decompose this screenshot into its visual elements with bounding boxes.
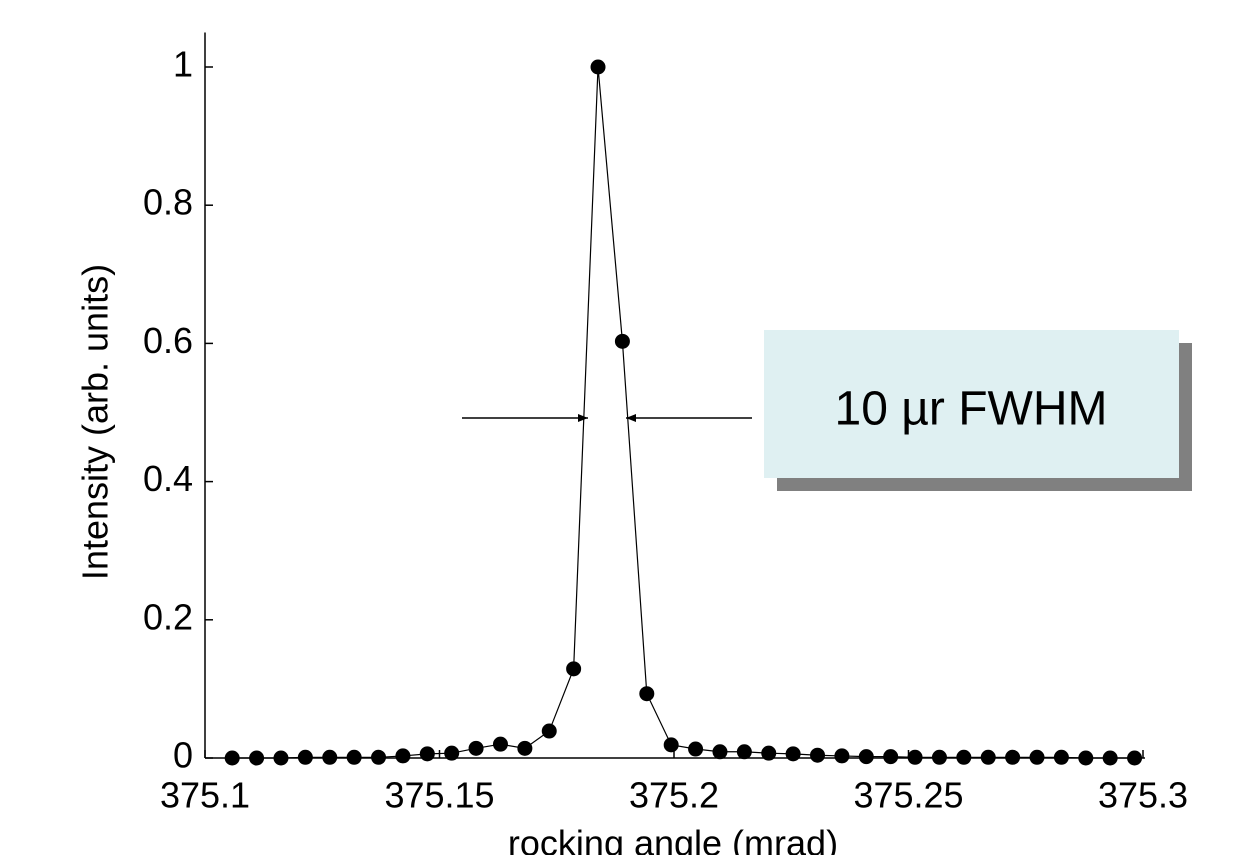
data-point (858, 749, 874, 765)
data-point (590, 59, 606, 75)
data-point (297, 749, 313, 765)
data-point (541, 723, 557, 739)
data-point (834, 748, 850, 764)
data-point (444, 745, 460, 761)
data-point (273, 750, 289, 766)
x-tick-label: 375.15 (384, 775, 494, 816)
x-axis-label: rocking angle (mrad) (508, 823, 838, 855)
data-point (810, 747, 826, 763)
annotation: 10 µr FWHM (835, 383, 1108, 436)
data-point (492, 736, 508, 752)
data-point (907, 749, 923, 765)
annotation-box (764, 330, 1179, 478)
x-tick-label: 375.1 (160, 775, 250, 816)
data-point (1005, 749, 1021, 765)
data-point (761, 745, 777, 761)
data-point (736, 744, 752, 760)
x-tick-label: 375.2 (629, 775, 719, 816)
y-tick-label: 0.4 (143, 458, 193, 499)
data-point (249, 750, 265, 766)
data-point (224, 750, 240, 766)
data-point (468, 740, 484, 756)
data-point (395, 748, 411, 764)
data-point (785, 746, 801, 762)
data-point (688, 741, 704, 757)
data-point (639, 686, 655, 702)
x-tick-label: 375.3 (1098, 775, 1188, 816)
y-tick-label: 0.6 (143, 320, 193, 361)
data-point (931, 749, 947, 765)
y-axis-label: Intensity (arb. units) (75, 264, 116, 580)
data-point (419, 746, 435, 762)
x-tick-label: 375.25 (853, 775, 963, 816)
y-tick-label: 0.2 (143, 596, 193, 637)
data-point (663, 737, 679, 753)
data-point (956, 749, 972, 765)
data-point (883, 749, 899, 765)
y-tick-label: 1 (173, 44, 193, 85)
y-tick-label: 0 (173, 735, 193, 776)
data-point (1127, 750, 1143, 766)
data-point (371, 749, 387, 765)
data-point (614, 333, 630, 349)
data-point (1029, 749, 1045, 765)
data-point (566, 661, 582, 677)
data-point (322, 749, 338, 765)
data-point (712, 744, 728, 760)
data-point (346, 749, 362, 765)
data-point (980, 749, 996, 765)
data-point (1102, 750, 1118, 766)
data-point (517, 740, 533, 756)
data-point (1078, 750, 1094, 766)
y-tick-label: 0.8 (143, 182, 193, 223)
data-point (1053, 749, 1069, 765)
